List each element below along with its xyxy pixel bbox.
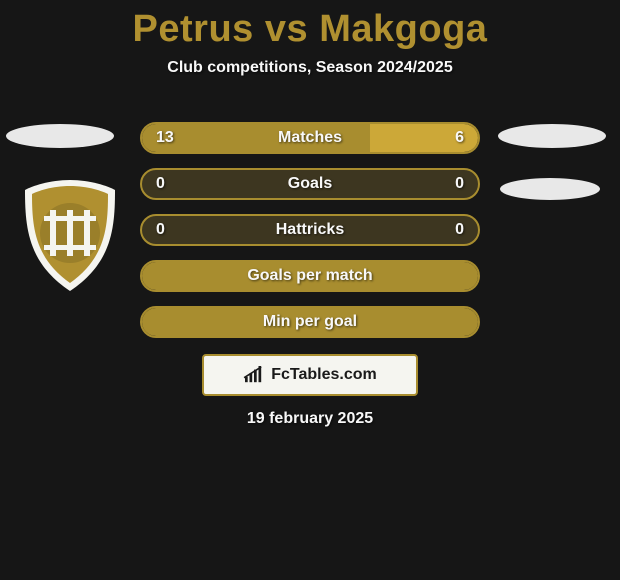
title-player1: Petrus [133, 8, 254, 50]
player2-placeholder-oval-2 [500, 178, 600, 200]
stat-label: Min per goal [263, 313, 357, 331]
stat-bar: Min per goal [140, 306, 480, 338]
content-root: Petrus vs Makgoga Club competitions, Sea… [0, 0, 620, 580]
stat-label: Hattricks [276, 221, 344, 239]
stat-value-left: 13 [156, 129, 174, 147]
badge-text: FcTables.com [271, 366, 377, 384]
stat-label: Matches [278, 129, 342, 147]
stat-bar: 13 6 Matches [140, 122, 480, 154]
crest-icon [20, 178, 120, 293]
stat-value-left: 0 [156, 221, 165, 239]
stat-value-right: 6 [455, 129, 464, 147]
stat-label: Goals per match [247, 267, 372, 285]
stat-bar: 0 0 Goals [140, 168, 480, 200]
stat-bar: 0 0 Hattricks [140, 214, 480, 246]
bar-chart-icon [243, 366, 265, 384]
title-vs: vs [265, 8, 308, 50]
stat-bars: 13 6 Matches 0 0 Goals 0 0 Hattricks Goals per ma… [140, 122, 480, 352]
stat-value-right: 0 [455, 221, 464, 239]
page-title: Petrus vs Makgoga [0, 0, 620, 51]
stat-value-left: 0 [156, 175, 165, 193]
club-crest [20, 178, 120, 293]
player2-placeholder-oval-1 [498, 124, 606, 148]
subtitle: Club competitions, Season 2024/2025 [0, 59, 620, 77]
stat-bar: Goals per match [140, 260, 480, 292]
stat-label: Goals [288, 175, 332, 193]
stat-value-right: 0 [455, 175, 464, 193]
player1-placeholder-oval [6, 124, 114, 148]
title-player2: Makgoga [319, 8, 487, 50]
source-badge[interactable]: FcTables.com [202, 354, 418, 396]
date-label: 19 february 2025 [0, 410, 620, 428]
